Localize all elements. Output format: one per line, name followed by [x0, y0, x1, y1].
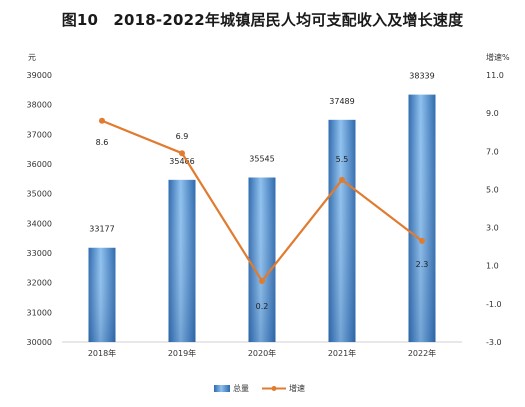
bar-value-label: 38339 — [409, 72, 434, 81]
left-tick-label: 34000 — [27, 219, 52, 228]
x-tick-label: 2019年 — [168, 348, 196, 358]
legend-swatch-marker — [271, 386, 277, 391]
bar-value-label: 33177 — [89, 225, 114, 234]
growth-point — [419, 237, 425, 244]
right-tick-label: 3.0 — [486, 224, 499, 233]
legend: 总量 增速 — [214, 383, 305, 393]
right-tick-label: -1.0 — [486, 300, 502, 309]
x-tick-label: 2020年 — [248, 348, 276, 358]
growth-point — [179, 150, 185, 157]
growth-point — [339, 176, 345, 183]
legend-label-line: 增速 — [289, 383, 305, 393]
right-tick-label: 5.0 — [486, 185, 499, 194]
left-tick-label: 37000 — [27, 130, 52, 139]
left-tick-label: 38000 — [27, 101, 52, 110]
right-tick-label: 1.0 — [486, 262, 499, 271]
left-tick-label: 33000 — [27, 249, 52, 258]
chart-title: 图10 2018-2022年城镇居民人均可支配收入及增长速度 — [61, 11, 464, 29]
left-axis-unit: 元 — [28, 53, 36, 62]
left-axis: 元 30000 31000 32000 33000 34000 35000 36000 3700… — [27, 53, 462, 347]
left-tick-label: 32000 — [27, 279, 52, 288]
x-axis: 2018年 2019年 2020年 2021年 2022年 — [88, 348, 436, 358]
bar-shade — [168, 179, 196, 342]
right-tick-label: 11.0 — [486, 71, 504, 80]
bar-series: 33177 35466 35545 37489 38339 — [88, 72, 436, 343]
line-series: 8.6 6.9 0.2 5.5 2.3 — [96, 117, 429, 311]
left-tick-label: 36000 — [27, 160, 52, 169]
x-tick-label: 2018年 — [88, 348, 116, 358]
bar-shade — [328, 119, 356, 343]
x-tick-label: 2021年 — [328, 348, 356, 358]
legend-label-bar: 总量 — [233, 383, 249, 393]
growth-value-label: 2.3 — [416, 260, 429, 269]
left-tick-label: 31000 — [27, 308, 52, 317]
growth-value-label: 5.5 — [336, 155, 349, 164]
bar-value-label: 35466 — [169, 157, 194, 166]
growth-value-label: 8.6 — [96, 138, 109, 147]
bar-shade — [248, 177, 276, 342]
growth-value-label: 0.2 — [256, 302, 269, 311]
right-tick-label: 9.0 — [486, 109, 499, 118]
bar-shade — [408, 94, 436, 342]
left-tick-label: 30000 — [27, 338, 52, 347]
left-tick-label: 39000 — [27, 71, 52, 80]
growth-value-label: 6.9 — [176, 132, 189, 141]
bar-value-label: 37489 — [329, 97, 354, 106]
growth-point — [259, 277, 265, 284]
bar-value-label: 35545 — [249, 154, 274, 163]
left-tick-label: 35000 — [27, 190, 52, 199]
right-tick-label: 7.0 — [486, 147, 499, 156]
growth-point — [99, 117, 105, 124]
right-axis-unit: 增速% — [486, 52, 510, 62]
x-tick-label: 2022年 — [408, 348, 436, 358]
bar-shade — [88, 247, 116, 342]
right-tick-label: -3.0 — [486, 338, 502, 347]
legend-swatch-bar — [214, 385, 230, 392]
right-axis: 增速% -3.0 -1.0 1.0 3.0 5.0 7.0 9.0 11.0 — [486, 52, 510, 347]
